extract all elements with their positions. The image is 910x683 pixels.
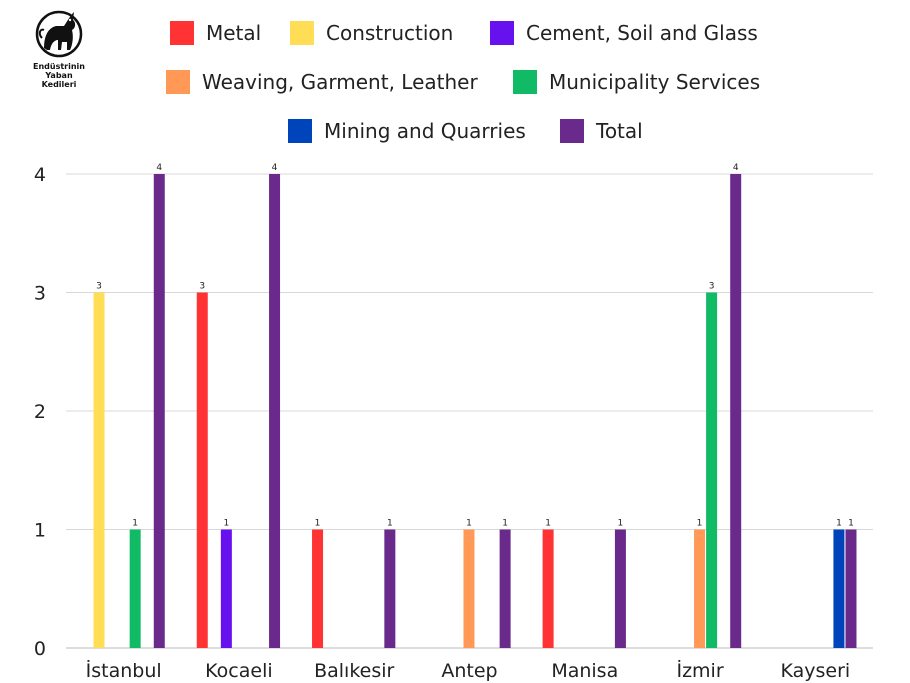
bar-0-1 (93, 292, 105, 648)
bar-5-3 (694, 529, 706, 648)
bar-4-0 (542, 529, 554, 648)
data-label-1-2: 1 (223, 519, 229, 529)
data-label-6-6: 1 (848, 519, 854, 529)
bar-4-6 (614, 529, 626, 648)
bar-2-0 (312, 529, 324, 648)
x-tick-label-0: İstanbul (86, 659, 162, 682)
legend-label-cement: Cement, Soil and Glass (526, 21, 758, 45)
legend-swatch-weaving (166, 70, 190, 94)
data-label-3-3: 1 (466, 519, 472, 529)
legend-item-weaving: Weaving, Garment, Leather (166, 68, 478, 96)
bar-5-6 (730, 174, 742, 648)
legend-item-cement: Cement, Soil and Glass (490, 19, 758, 47)
legend-label-municipality: Municipality Services (549, 70, 761, 94)
data-label-6-5: 1 (836, 519, 842, 529)
data-label-5-6: 4 (733, 163, 739, 173)
legend-swatch-total (560, 119, 584, 143)
data-label-5-4: 3 (709, 282, 715, 292)
data-label-4-6: 1 (618, 519, 624, 529)
data-label-1-0: 3 (199, 282, 205, 292)
data-label-3-6: 1 (502, 519, 508, 529)
legend-label-total: Total (596, 119, 643, 143)
x-tick-label-2: Balıkesir (314, 660, 394, 682)
bar-3-6 (499, 529, 511, 648)
legend-label-weaving: Weaving, Garment, Leather (202, 70, 478, 94)
legend-swatch-municipality (513, 70, 537, 94)
legend-label-mining: Mining and Quarries (324, 119, 526, 143)
data-label-2-6: 1 (387, 519, 393, 529)
bar-1-2 (220, 529, 232, 648)
bar-1-0 (196, 292, 208, 648)
legend-label-construction: Construction (326, 21, 454, 45)
data-label-5-3: 1 (697, 519, 703, 529)
y-tick-label-4: 4 (34, 164, 46, 186)
bar-6-5 (833, 529, 845, 648)
logo-line-3: Kedileri (41, 80, 77, 89)
cat-logo-icon (35, 10, 83, 58)
y-tick-label-0: 0 (34, 638, 46, 660)
data-label-1-6: 4 (272, 163, 278, 173)
bar-6-6 (845, 529, 857, 648)
legend-label-metal: Metal (206, 21, 262, 45)
data-label-0-4: 1 (132, 519, 138, 529)
x-tick-label-1: Kocaeli (205, 660, 272, 682)
data-label-0-1: 3 (96, 282, 102, 292)
bar-0-4 (129, 529, 141, 648)
legend-swatch-metal (170, 21, 194, 45)
y-tick-label-3: 3 (34, 283, 46, 305)
legend-item-metal: Metal (170, 19, 261, 47)
bar-1-6 (269, 174, 281, 648)
y-tick-label-1: 1 (34, 520, 46, 542)
x-tick-label-6: Kayseri (781, 660, 851, 682)
x-tick-label-5: İzmir (676, 659, 723, 682)
legend-swatch-cement (490, 21, 514, 45)
legend-swatch-construction (290, 21, 314, 45)
legend-item-total: Total (560, 117, 643, 145)
logo-line-1: Endüstrinin (33, 62, 85, 71)
bar-2-6 (384, 529, 396, 648)
bar-5-4 (706, 292, 718, 648)
bar-0-6 (153, 174, 165, 648)
legend-item-construction: Construction (290, 19, 453, 47)
bar-3-3 (463, 529, 475, 648)
x-tick-label-3: Antep (441, 660, 497, 682)
data-label-2-0: 1 (315, 519, 321, 529)
logo: Endüstrinin Yaban Kedileri (24, 8, 94, 89)
logo-line-2: Yaban (45, 71, 73, 80)
legend-item-mining: Mining and Quarries (288, 117, 526, 145)
legend-swatch-mining (288, 119, 312, 143)
data-label-0-6: 4 (156, 163, 162, 173)
x-tick-label-4: Manisa (551, 660, 618, 682)
legend-item-municipality: Municipality Services (513, 68, 760, 96)
data-label-4-0: 1 (545, 519, 551, 529)
y-tick-label-2: 2 (34, 401, 46, 423)
